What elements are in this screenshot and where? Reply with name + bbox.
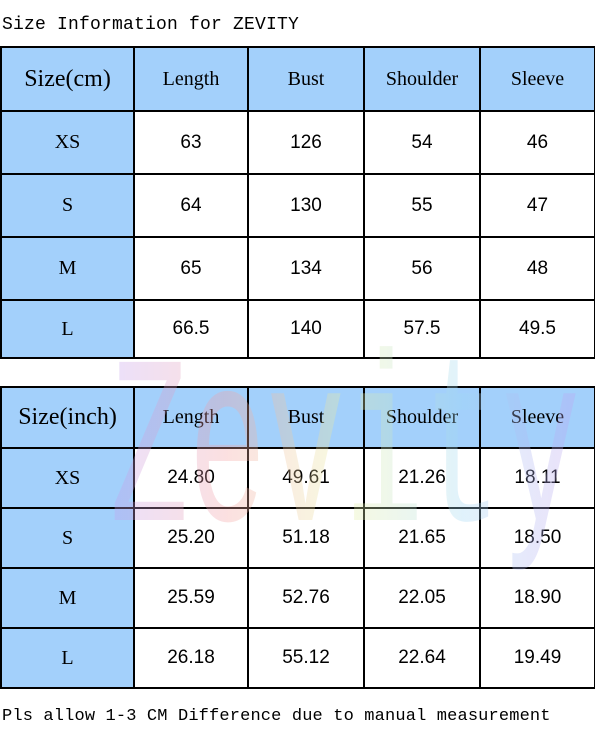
- table-header-row: Size(cm) Length Bust Shoulder Sleeve: [0, 46, 595, 112]
- shoulder-value: 21.65: [363, 507, 481, 569]
- table-row: M 65 134 56 48: [0, 236, 595, 301]
- sleeve-value: 46: [479, 110, 595, 175]
- bust-value: 130: [247, 173, 365, 238]
- bust-value: 55.12: [247, 627, 365, 689]
- shoulder-value: 56: [363, 236, 481, 301]
- bust-value: 52.76: [247, 567, 365, 629]
- bust-value: 134: [247, 236, 365, 301]
- sleeve-value: 19.49: [479, 627, 595, 689]
- shoulder-value: 54: [363, 110, 481, 175]
- size-label: M: [0, 567, 135, 629]
- column-header-length: Length: [133, 46, 249, 112]
- shoulder-value: 22.05: [363, 567, 481, 629]
- page-title: Size Information for ZEVITY: [2, 15, 300, 35]
- table-row: S 25.20 51.18 21.65 18.50: [0, 507, 595, 569]
- sleeve-value: 18.50: [479, 507, 595, 569]
- bust-value: 126: [247, 110, 365, 175]
- size-table-cm: Size(cm) Length Bust Shoulder Sleeve XS …: [0, 46, 595, 359]
- table-row: S 64 130 55 47: [0, 173, 595, 238]
- column-header-length: Length: [133, 386, 249, 449]
- column-header-shoulder: Shoulder: [363, 386, 481, 449]
- column-header-size: Size(cm): [0, 46, 135, 112]
- table-header-row: Size(inch) Length Bust Shoulder Sleeve: [0, 386, 595, 449]
- sleeve-value: 48: [479, 236, 595, 301]
- size-label: XS: [0, 447, 135, 509]
- sleeve-value: 18.11: [479, 447, 595, 509]
- bust-value: 51.18: [247, 507, 365, 569]
- table-row: M 25.59 52.76 22.05 18.90: [0, 567, 595, 629]
- size-label: S: [0, 173, 135, 238]
- column-header-bust: Bust: [247, 46, 365, 112]
- table-row: XS 63 126 54 46: [0, 110, 595, 175]
- size-table-inch: Size(inch) Length Bust Shoulder Sleeve X…: [0, 386, 595, 689]
- footer-note: Pls allow 1-3 CM Difference due to manua…: [2, 707, 551, 726]
- length-value: 26.18: [133, 627, 249, 689]
- sleeve-value: 47: [479, 173, 595, 238]
- table-row: L 66.5 140 57.5 49.5: [0, 299, 595, 359]
- column-header-size: Size(inch): [0, 386, 135, 449]
- length-value: 25.59: [133, 567, 249, 629]
- shoulder-value: 55: [363, 173, 481, 238]
- size-label: S: [0, 507, 135, 569]
- length-value: 24.80: [133, 447, 249, 509]
- bust-value: 49.61: [247, 447, 365, 509]
- size-label: L: [0, 627, 135, 689]
- length-value: 64: [133, 173, 249, 238]
- shoulder-value: 57.5: [363, 299, 481, 359]
- sleeve-value: 18.90: [479, 567, 595, 629]
- sleeve-value: 49.5: [479, 299, 595, 359]
- length-value: 25.20: [133, 507, 249, 569]
- bust-value: 140: [247, 299, 365, 359]
- length-value: 66.5: [133, 299, 249, 359]
- table-row: XS 24.80 49.61 21.26 18.11: [0, 447, 595, 509]
- shoulder-value: 21.26: [363, 447, 481, 509]
- column-header-bust: Bust: [247, 386, 365, 449]
- column-header-sleeve: Sleeve: [479, 386, 595, 449]
- length-value: 63: [133, 110, 249, 175]
- shoulder-value: 22.64: [363, 627, 481, 689]
- column-header-sleeve: Sleeve: [479, 46, 595, 112]
- column-header-shoulder: Shoulder: [363, 46, 481, 112]
- size-label: M: [0, 236, 135, 301]
- table-row: L 26.18 55.12 22.64 19.49: [0, 627, 595, 689]
- size-label: XS: [0, 110, 135, 175]
- length-value: 65: [133, 236, 249, 301]
- size-label: L: [0, 299, 135, 359]
